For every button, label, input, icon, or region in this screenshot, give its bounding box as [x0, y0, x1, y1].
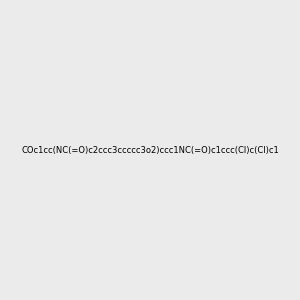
Text: COc1cc(NC(=O)c2ccc3ccccc3o2)ccc1NC(=O)c1ccc(Cl)c(Cl)c1: COc1cc(NC(=O)c2ccc3ccccc3o2)ccc1NC(=O)c1…	[21, 146, 279, 154]
